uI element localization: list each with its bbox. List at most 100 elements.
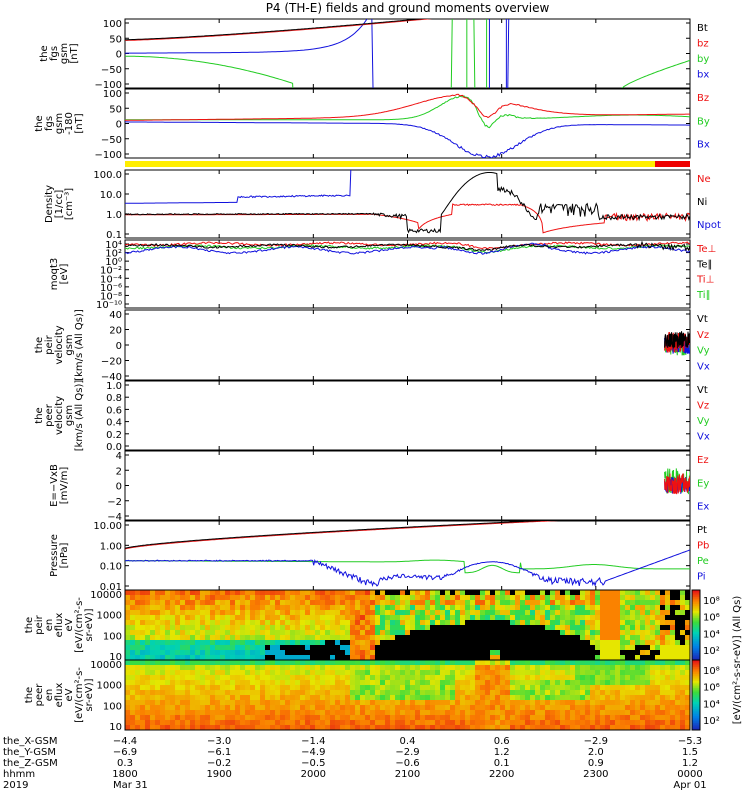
heat-cell — [155, 695, 161, 701]
heat-cell — [575, 590, 581, 596]
heat-cell — [135, 665, 141, 671]
heat-cell — [325, 660, 331, 666]
heat-cell — [370, 670, 376, 676]
heat-cell — [355, 605, 361, 611]
heat-cell — [160, 675, 166, 681]
heat-cell — [370, 600, 376, 606]
heat-cell — [290, 655, 296, 660]
colorbar-cell — [692, 593, 700, 596]
heat-cell — [350, 645, 356, 651]
heat-cell — [135, 695, 141, 701]
y-axis-label: the — [39, 45, 50, 61]
heat-cell — [580, 725, 586, 730]
heat-cell — [680, 720, 686, 726]
legend-Npot: Npot — [697, 220, 721, 231]
heat-cell — [295, 610, 301, 616]
y-tick-label: −50 — [101, 65, 122, 76]
heat-cell — [680, 630, 686, 636]
heat-cell — [560, 715, 566, 721]
colorbar-cell — [692, 696, 700, 699]
heat-cell — [585, 715, 591, 721]
heat-cell — [645, 720, 651, 726]
heat-cell — [380, 695, 386, 701]
heat-cell — [570, 675, 576, 681]
heat-cell — [585, 595, 591, 601]
heat-cell — [180, 600, 186, 606]
heat-cell — [405, 595, 411, 601]
heat-cell — [590, 615, 596, 621]
heat-cell — [490, 715, 496, 721]
heat-cell — [635, 615, 641, 621]
heat-cell — [440, 635, 446, 641]
heat-cell — [360, 705, 366, 711]
heat-cell — [170, 720, 176, 726]
heat-cell — [410, 610, 416, 616]
heat-cell — [335, 595, 341, 601]
heat-cell — [560, 680, 566, 686]
colorbar-cell — [692, 635, 700, 638]
heat-cell — [685, 600, 690, 606]
heat-cell — [545, 615, 551, 621]
heat-cell — [630, 690, 636, 696]
heat-cell — [680, 655, 686, 660]
heat-cell — [470, 605, 476, 611]
heat-cell — [355, 705, 361, 711]
heat-cell — [420, 680, 426, 686]
heat-cell — [300, 690, 306, 696]
heat-cell — [255, 635, 261, 641]
heat-cell — [615, 615, 621, 621]
legend-By: By — [697, 116, 710, 127]
heat-cell — [365, 710, 371, 716]
heat-cell — [435, 710, 441, 716]
heat-cell — [450, 705, 456, 711]
heat-cell — [330, 680, 336, 686]
heat-cell — [575, 720, 581, 726]
heat-cell — [150, 725, 156, 730]
heat-cell — [375, 600, 381, 606]
heat-cell — [185, 635, 191, 641]
heat-cell — [155, 590, 161, 596]
heat-cell — [565, 690, 571, 696]
heat-cell — [575, 695, 581, 701]
heat-cell — [675, 620, 681, 626]
heat-cell — [145, 710, 151, 716]
heat-cell — [505, 640, 511, 646]
colorbar-label: [eV/(cm²-s-sr-eV)] (All Qs) — [732, 596, 743, 725]
heat-cell — [385, 610, 391, 616]
heat-cell — [480, 590, 486, 596]
heat-cell — [140, 670, 146, 676]
heat-cell — [465, 685, 471, 691]
heat-cell — [515, 605, 521, 611]
heat-cell — [515, 700, 521, 706]
heat-cell — [500, 685, 506, 691]
heat-cell — [180, 625, 186, 631]
heat-cell — [415, 665, 421, 671]
heat-cell — [625, 665, 631, 671]
heat-cell — [440, 695, 446, 701]
heat-cell — [355, 600, 361, 606]
heat-cell — [365, 595, 371, 601]
heat-cell — [155, 640, 161, 646]
heat-cell — [505, 695, 511, 701]
heat-cell — [465, 720, 471, 726]
heat-cell — [230, 590, 236, 596]
heat-cell — [590, 725, 596, 730]
heat-cell — [235, 630, 241, 636]
heat-cell — [555, 670, 561, 676]
heat-cell — [630, 685, 636, 691]
heat-cell — [600, 600, 606, 606]
heat-cell — [645, 660, 651, 666]
heat-cell — [155, 710, 161, 716]
heat-cell — [230, 625, 236, 631]
heat-cell — [155, 645, 161, 651]
heat-cell — [460, 605, 466, 611]
heat-cell — [345, 670, 351, 676]
heat-cell — [190, 685, 196, 691]
heat-cell — [345, 640, 351, 646]
heat-cell — [165, 690, 171, 696]
heat-cell — [250, 670, 256, 676]
heat-cell — [535, 630, 541, 636]
heat-cell — [370, 615, 376, 621]
heat-cell — [565, 615, 571, 621]
heat-cell — [685, 670, 690, 676]
